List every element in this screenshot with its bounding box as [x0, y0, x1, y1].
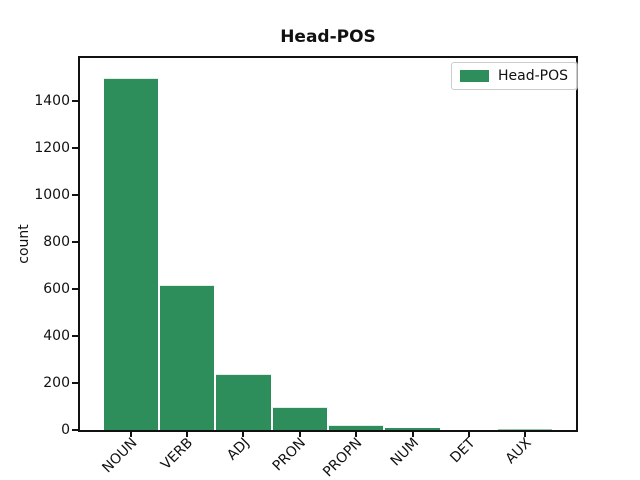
legend-swatch-icon: [460, 70, 489, 82]
bar-pron: [271, 407, 328, 430]
x-tick-mark: [467, 432, 470, 437]
x-tick-label-det: DET: [446, 435, 479, 467]
y-tick-label: 200: [43, 375, 70, 391]
y-tick-mark: [72, 382, 78, 384]
y-tick-label: 400: [43, 328, 70, 344]
y-tick-mark: [72, 335, 78, 337]
chart-title: Head-POS: [280, 27, 376, 47]
x-tick-mark: [242, 432, 245, 437]
bar-aux: [497, 429, 554, 430]
y-tick-label: 1200: [34, 140, 70, 156]
y-tick-label: 1400: [34, 93, 70, 109]
x-tick-label-adj: ADJ: [224, 435, 253, 464]
x-tick-mark: [298, 432, 301, 437]
x-tick-mark: [355, 432, 358, 437]
x-tick-label-pron: PRON: [269, 435, 310, 475]
y-tick-mark: [72, 429, 78, 431]
y-tick-mark: [72, 241, 78, 243]
x-tick-label-noun: NOUN: [98, 435, 141, 477]
y-tick-label: 800: [43, 234, 70, 250]
x-tick-mark: [524, 432, 527, 437]
x-tick-label-propn: PROPN: [320, 435, 366, 480]
legend: Head-POS: [451, 62, 577, 90]
bar-adj: [215, 373, 272, 430]
x-tick-mark: [186, 432, 189, 437]
y-tick-label: 600: [43, 281, 70, 297]
x-tick-label-num: NUM: [387, 435, 422, 470]
bar-verb: [158, 285, 216, 430]
y-tick-mark: [72, 194, 78, 196]
x-tick-mark: [411, 432, 414, 437]
x-tick-label-aux: AUX: [502, 435, 535, 468]
x-tick-mark: [129, 432, 132, 437]
bar-propn: [328, 424, 385, 430]
y-tick-mark: [72, 288, 78, 290]
bar-num: [384, 428, 441, 430]
bar-noun: [102, 77, 159, 430]
legend-label: Head-POS: [498, 68, 569, 84]
y-tick-mark: [72, 100, 78, 102]
y-tick-label: 0: [61, 422, 70, 438]
x-tick-label-verb: VERB: [158, 435, 197, 474]
y-tick-label: 1000: [34, 187, 70, 203]
plot-area: Head-POS: [78, 56, 578, 432]
y-tick-mark: [72, 147, 78, 149]
